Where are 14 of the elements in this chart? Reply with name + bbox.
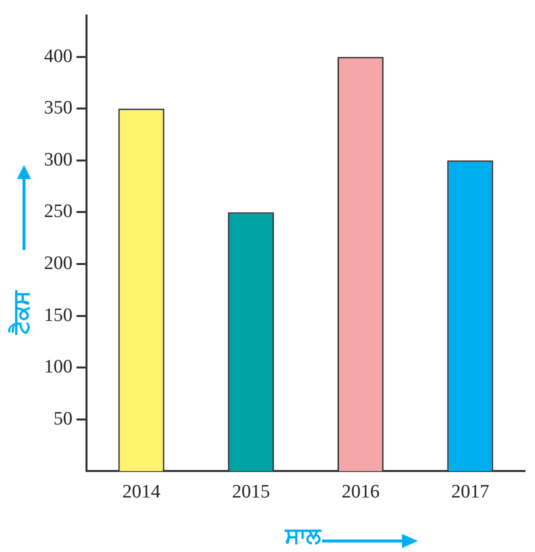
y-tick-label: 50 — [54, 408, 72, 430]
y-tick-label: 200 — [44, 253, 72, 274]
y-tick-label: 100 — [44, 356, 72, 378]
y-tick-label: 350 — [44, 98, 72, 119]
x-tick-label: 2014 — [122, 482, 161, 503]
y-tick-label: 250 — [44, 201, 72, 222]
y-tick-label: 300 — [44, 149, 72, 170]
x-tick-label: 2016 — [342, 482, 380, 503]
y-tick-label: 150 — [44, 304, 72, 326]
x-tick-label: 2017 — [451, 482, 490, 503]
x-axis-title: ਸਾਲ — [285, 524, 321, 549]
y-axis-title: ਟੈਕਸ — [10, 289, 34, 337]
y-tick-label: 400 — [44, 46, 72, 67]
x-tick-label: 2015 — [232, 482, 270, 503]
